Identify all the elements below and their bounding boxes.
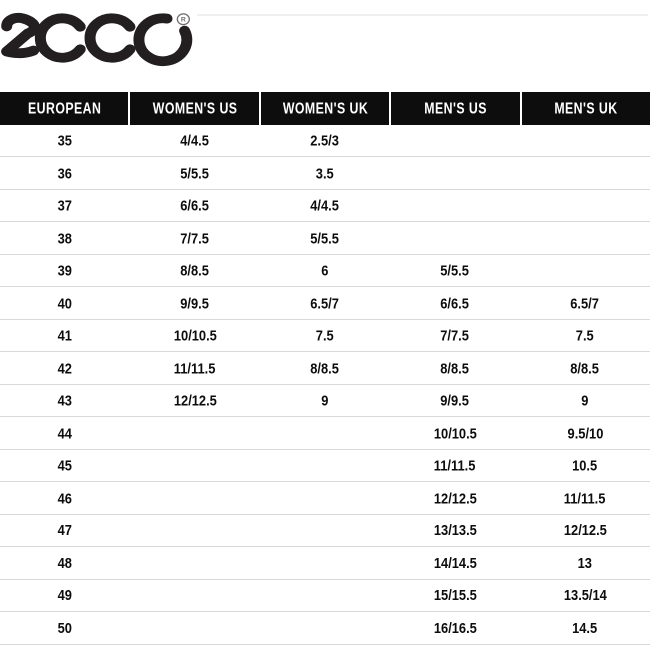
svg-text:R: R [181,17,186,24]
